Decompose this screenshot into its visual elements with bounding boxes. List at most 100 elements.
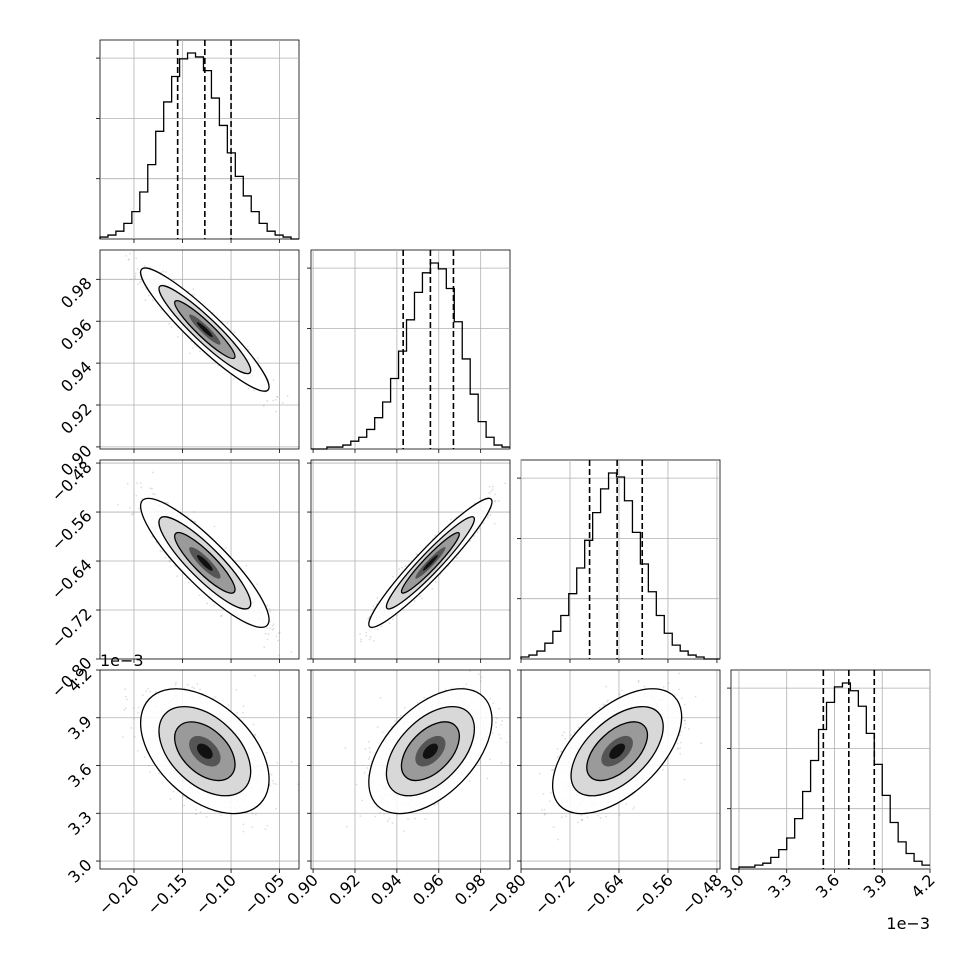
scatter-point — [245, 564, 248, 567]
scatter-point — [199, 688, 201, 691]
panel-content — [311, 460, 510, 659]
scatter-point — [149, 690, 152, 693]
scatter-point — [252, 723, 255, 726]
scatter-point — [247, 387, 250, 390]
scatter-point — [276, 396, 279, 398]
scatter-point — [421, 597, 423, 600]
scatter-point — [277, 632, 280, 635]
scatter-point — [276, 395, 278, 398]
scatter-point — [162, 270, 164, 273]
scatter-point — [365, 631, 367, 634]
scatter-point — [193, 294, 196, 296]
scatter-point — [206, 602, 209, 605]
panel-frame — [99, 459, 300, 660]
scatter-point — [168, 322, 170, 325]
scatter-point — [478, 497, 481, 500]
scatter-point — [233, 331, 236, 334]
histogram-step-3 — [731, 682, 930, 870]
scatter-point — [278, 654, 280, 657]
scatter-point — [434, 581, 437, 583]
scatter-panel-1-0 — [96, 239, 300, 453]
scatter-point — [152, 471, 154, 474]
panel-content — [100, 670, 299, 869]
scatter-point — [140, 280, 142, 283]
scatter-point — [128, 258, 130, 261]
panel-frame — [520, 459, 721, 660]
scatter-point — [488, 485, 491, 488]
scatter-point — [415, 553, 418, 555]
scatter-point — [395, 614, 398, 617]
histogram-step-0 — [99, 52, 299, 240]
scatter-point — [478, 527, 481, 530]
scatter-point — [105, 239, 107, 241]
scatter-point — [169, 560, 171, 563]
panel-content — [100, 457, 299, 659]
scatter-point — [198, 350, 201, 353]
scatter-point — [434, 534, 436, 537]
scatter-point — [286, 395, 289, 397]
scatter-point — [372, 605, 375, 608]
scatter-point — [491, 485, 494, 488]
scatter-point — [213, 525, 216, 528]
scatter-point — [187, 581, 190, 584]
scatter-panel-2-1 — [307, 459, 511, 663]
panels-layer — [96, 39, 931, 873]
scatter-point — [473, 535, 476, 537]
scatter-point — [165, 270, 167, 273]
scatter-point — [251, 826, 254, 829]
scatter-point — [147, 294, 150, 297]
scatter-point — [413, 600, 416, 602]
scatter-point — [213, 604, 215, 606]
scatter-point — [450, 518, 452, 521]
scatter-point — [404, 565, 407, 568]
scatter-point — [272, 378, 275, 381]
scatter-point — [130, 513, 133, 516]
scatter-point — [190, 340, 192, 343]
scatter-point — [267, 633, 270, 635]
scatter-point — [127, 258, 130, 261]
panel-frame — [99, 39, 300, 240]
scatter-point — [138, 507, 140, 510]
scatter-point — [277, 639, 279, 642]
scatter-point — [129, 278, 132, 281]
scatter-point — [144, 299, 147, 301]
scatter-point — [139, 482, 142, 485]
scatter-point — [256, 583, 259, 586]
histogram-panel-0 — [96, 39, 300, 243]
scatter-point — [253, 389, 255, 392]
scatter-point — [193, 520, 196, 523]
scatter-panel-2-0 — [96, 457, 300, 663]
scatter-point — [490, 490, 493, 493]
scatter-point — [220, 615, 222, 618]
panel-content — [100, 239, 299, 449]
scatter-point — [132, 512, 134, 515]
scatter-point — [365, 634, 368, 637]
scatter-point — [489, 513, 492, 516]
scatter-point — [257, 360, 260, 363]
scatter-point — [160, 550, 163, 553]
scatter-point — [388, 622, 391, 625]
scatter-point — [401, 566, 404, 569]
scatter-point — [173, 279, 176, 282]
scatter-point — [185, 577, 187, 580]
scatter-point — [275, 410, 278, 413]
scatter-point — [133, 717, 135, 720]
scatter-point — [493, 522, 496, 525]
scatter-point — [137, 283, 139, 286]
scatter-point — [275, 398, 277, 401]
scatter-point — [116, 503, 119, 506]
scatter-point — [149, 487, 152, 490]
histogram-panel-3 — [727, 669, 931, 873]
scatter-point — [125, 254, 128, 257]
scatter-point — [272, 623, 275, 626]
histogram-panel-2 — [517, 459, 721, 663]
density-peak — [422, 554, 438, 571]
scatter-point — [137, 706, 140, 709]
scatter-point — [115, 457, 117, 459]
scatter-point — [196, 683, 199, 685]
scatter-point — [170, 326, 173, 328]
scatter-point — [266, 399, 269, 402]
scatter-point — [183, 804, 186, 807]
scatter-point — [504, 482, 507, 485]
